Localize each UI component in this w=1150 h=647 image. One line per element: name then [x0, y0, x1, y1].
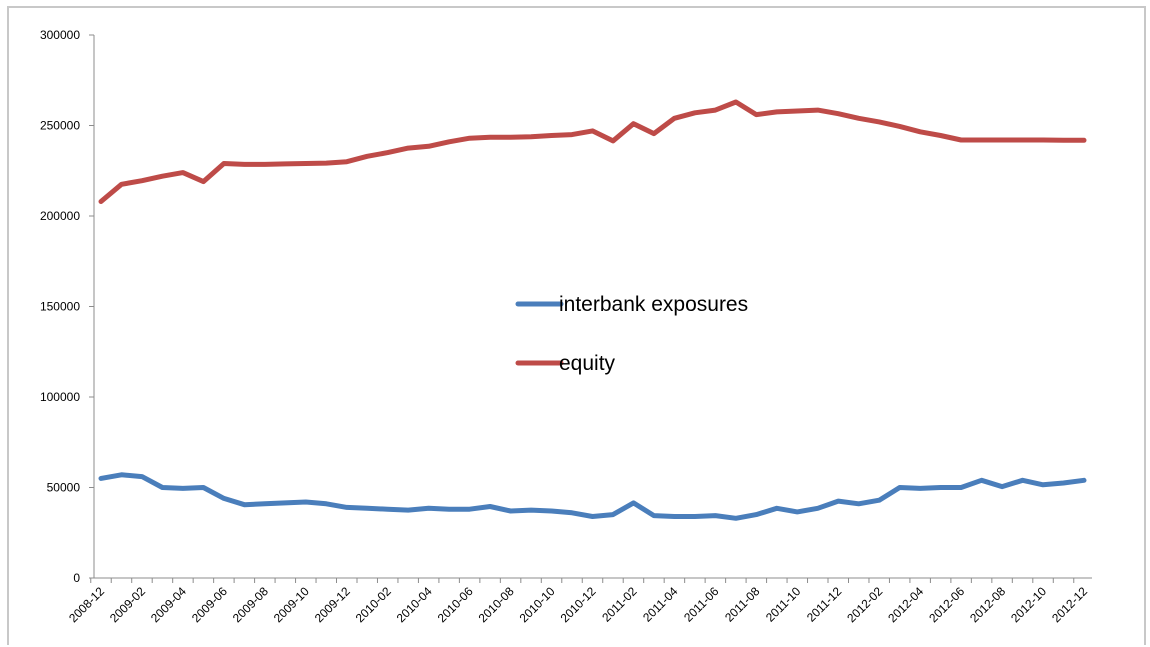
chart-frame	[7, 6, 1146, 645]
x-tick-label: 2010-10	[517, 584, 558, 625]
x-tick-label: 2012-12	[1049, 584, 1090, 625]
x-tick-label: 2012-10	[1008, 584, 1049, 625]
x-tick-label: 2009-02	[107, 584, 148, 625]
y-tick-label: 300000	[40, 28, 80, 42]
series-lines	[98, 99, 1087, 521]
x-tick-label: 2009-12	[312, 584, 353, 625]
x-tick-label: 2008-12	[66, 584, 107, 625]
x-tick-label: 2009-10	[271, 584, 312, 625]
x-tick-label: 2010-04	[394, 584, 435, 625]
x-tick-label: 2012-08	[967, 584, 1008, 625]
x-tick-label: 2011-06	[681, 584, 722, 625]
y-tick-label: 250000	[40, 119, 80, 133]
x-tick-label: 2011-08	[722, 584, 763, 625]
x-tick-label: 2011-12	[804, 584, 845, 625]
x-tick-label: 2010-12	[558, 584, 599, 625]
x-tick-label: 2010-06	[435, 584, 476, 625]
legend-label-interbank-exposures: interbank exposures	[559, 293, 748, 316]
x-tick-label: 2012-06	[926, 584, 967, 625]
legend-label-equity: equity	[559, 352, 616, 375]
x-tick-label: 2011-02	[599, 584, 640, 625]
y-axis: 300000 250000 200000 150000 100000 50000 0	[40, 28, 95, 585]
y-tick-label: 150000	[40, 300, 80, 314]
x-axis: 2008-12 2009-02 2009-04 2009-06 2009-08 2009-…	[66, 577, 1092, 625]
y-tick-label: 50000	[47, 481, 81, 495]
series-line-interbank-exposures	[98, 472, 1087, 521]
x-tick-label: 2011-10	[763, 584, 804, 625]
y-tick-label: 100000	[40, 390, 80, 404]
x-tick-label: 2009-08	[230, 584, 271, 625]
y-tick-label: 200000	[40, 209, 80, 223]
x-tick-label: 2012-04	[885, 584, 926, 625]
series-line-equity	[98, 99, 1087, 204]
x-tick-label: 2009-04	[148, 584, 189, 625]
x-tick-label: 2010-08	[476, 584, 517, 625]
x-tick-label: 2009-06	[189, 584, 230, 625]
x-tick-label: 2011-04	[640, 584, 681, 625]
y-tick-label: 0	[73, 571, 80, 585]
x-tick-label: 2010-02	[353, 584, 394, 625]
legend: interbank exposures equity	[515, 293, 748, 375]
x-tick-label: 2012-02	[844, 584, 885, 625]
